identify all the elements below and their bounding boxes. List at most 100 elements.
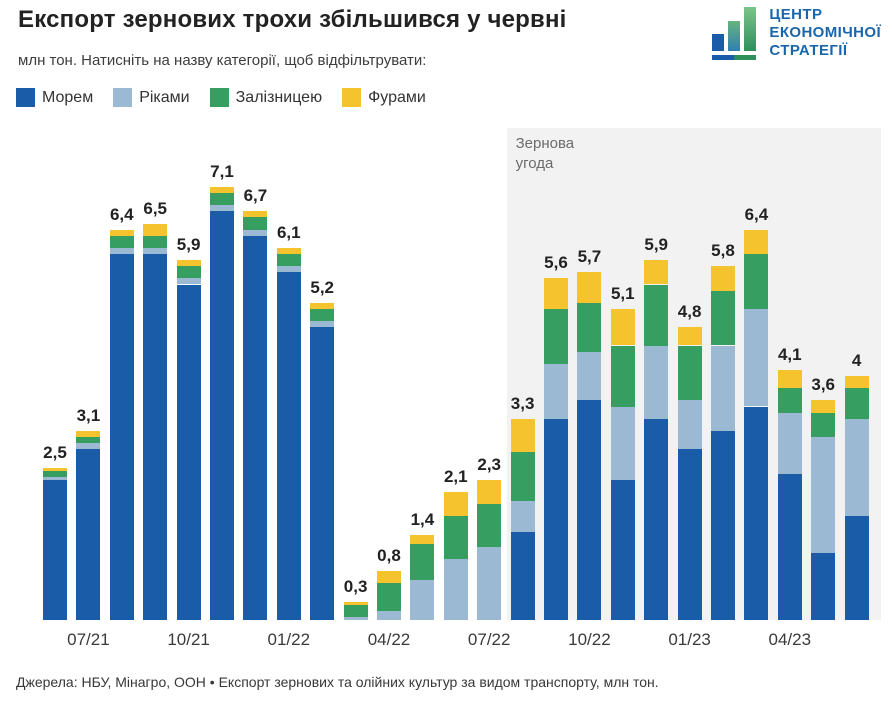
bar-06/21-segment-sea [43, 479, 67, 620]
bar-01/22-segment-river [276, 266, 301, 273]
bar-09/21-segment-truck [143, 223, 168, 236]
bar-05/23-segment-river [811, 437, 836, 553]
legend-label-sea[interactable]: Морем [42, 88, 94, 106]
bar-04/23-segment-river [777, 412, 802, 474]
bar-09/21-segment-rail [143, 235, 168, 248]
bar-12/22-segment-rail [644, 284, 669, 346]
legend: Морем Ріками Залізницею Фурами [16, 88, 426, 107]
bar-total-label-05/22: 1,4 [410, 509, 435, 529]
legend-label-river[interactable]: Ріками [139, 88, 190, 106]
bar-06/22-segment-truck [443, 491, 468, 517]
bar-04/22-segment-rail [377, 583, 401, 611]
legend-label-rail[interactable]: Залізницею [235, 88, 323, 106]
bar-01/22-segment-truck [276, 247, 301, 254]
bar-01/23-segment-river [677, 400, 702, 450]
bar-11/22-segment-sea [610, 479, 635, 620]
legend-item-sea[interactable]: Морем [16, 88, 93, 107]
bar-total-label-12/21: 6,7 [243, 186, 268, 206]
bar-02/22-segment-truck [310, 302, 335, 309]
bar-01/22-segment-sea [276, 272, 301, 620]
bar-06/23-segment-truck [844, 376, 869, 389]
bar-11/21-segment-river [210, 205, 234, 212]
bar-09/22-segment-rail [544, 308, 568, 364]
bar-total-label-08/21: 6,4 [109, 204, 134, 224]
bar-total-label-06/23: 4 [851, 351, 862, 370]
bar-total-label-09/21: 6,5 [143, 198, 167, 218]
legend-item-truck[interactable]: Фурами [342, 88, 426, 107]
bar-03/22-segment-rail [343, 604, 368, 617]
bar-05/23-segment-rail [811, 412, 836, 437]
bar-total-label-10/22: 5,7 [577, 247, 602, 267]
bar-12/21-segment-truck [243, 211, 268, 218]
page-title: Експорт зернових трохи збільшився у черв… [18, 6, 567, 33]
bar-total-label-04/23: 4,1 [777, 344, 802, 364]
legend-label-truck[interactable]: Фурами [368, 88, 426, 106]
bar-11/21-segment-rail [210, 193, 234, 206]
bar-total-label-09/22: 5,6 [544, 253, 568, 273]
bar-05/22-segment-rail [410, 543, 435, 581]
bar-01/23-segment-rail [677, 345, 702, 401]
logo-line-1: ЦЕНТР [769, 6, 823, 23]
ces-logo-bars-icon [711, 6, 759, 60]
bar-11/22-segment-truck [610, 308, 635, 346]
bar-11/21-segment-truck [210, 186, 234, 193]
bar-total-label-03/23: 6,4 [744, 204, 769, 224]
bar-07/22-segment-truck [477, 479, 502, 505]
bar-02/23-segment-river [711, 345, 735, 431]
bar-09/22-segment-sea [544, 418, 568, 620]
bar-08/22-segment-truck [510, 418, 535, 453]
bar-03/22-segment-river [343, 616, 368, 620]
bar-07/21-segment-sea [76, 449, 101, 620]
bar-12/21-segment-sea [243, 235, 268, 620]
bar-08/21-segment-sea [109, 254, 134, 620]
bar-09/21-segment-sea [143, 254, 168, 620]
bar-total-label-07/22: 2,3 [477, 454, 501, 474]
x-tick-04/22: 04/22 [367, 630, 411, 649]
bar-06/23-segment-river [844, 418, 869, 517]
bar-11/21-segment-sea [210, 211, 234, 620]
bar-04/22-segment-river [377, 610, 401, 620]
bar-total-label-01/23: 4,8 [677, 302, 702, 322]
bar-total-label-12/22: 5,9 [644, 235, 668, 255]
bar-06/22-segment-river [443, 559, 468, 620]
bar-07/22-segment-rail [477, 504, 502, 547]
bar-08/22-segment-sea [510, 531, 535, 620]
bar-total-label-05/23: 3,6 [811, 375, 835, 395]
bar-03/23-segment-rail [744, 254, 769, 309]
bar-total-label-02/23: 5,8 [711, 241, 735, 261]
x-tick-10/22: 10/22 [568, 630, 611, 649]
legend-item-river[interactable]: Ріками [113, 88, 190, 107]
chart-subtitle: млн тон. Натисніть на назву категорії, щ… [18, 52, 427, 69]
bar-09/22-segment-river [544, 363, 568, 419]
bar-08/22-segment-river [510, 501, 535, 532]
bar-03/22-segment-truck [343, 601, 368, 605]
x-tick-07/21: 07/21 [67, 630, 110, 649]
bar-12/22-segment-river [644, 345, 669, 419]
bar-10/22-segment-sea [577, 400, 602, 620]
bar-10/21-segment-river [176, 278, 201, 285]
bar-02/23-segment-rail [711, 290, 735, 346]
logo-line-2: ЕКОНОМІЧНОЇ [769, 24, 881, 41]
bar-02/22-segment-rail [310, 308, 335, 322]
bar-06/23-segment-rail [844, 388, 869, 419]
bar-total-label-03/22: 0,3 [343, 576, 368, 596]
legend-item-rail[interactable]: Залізницею [209, 88, 323, 107]
bar-total-label-10/21: 5,9 [176, 235, 201, 255]
bar-10/21-segment-sea [176, 284, 201, 620]
bar-01/23-segment-truck [677, 327, 702, 346]
bar-total-label-04/22: 0,8 [377, 546, 401, 566]
bar-05/23-segment-sea [811, 552, 836, 620]
bar-10/22-segment-rail [577, 302, 602, 352]
bar-02/22-segment-river [310, 321, 335, 328]
x-tick-07/22: 07/22 [467, 630, 511, 649]
bar-total-label-01/22: 6,1 [276, 222, 301, 242]
bar-12/21-segment-rail [243, 217, 268, 230]
bar-12/21-segment-river [243, 229, 268, 236]
bar-10/22-segment-truck [577, 272, 602, 303]
bar-07/22-segment-river [477, 546, 502, 620]
bar-10/22-segment-river [577, 351, 602, 401]
bar-08/21-segment-rail [109, 235, 134, 248]
bar-total-label-02/22: 5,2 [310, 277, 334, 297]
